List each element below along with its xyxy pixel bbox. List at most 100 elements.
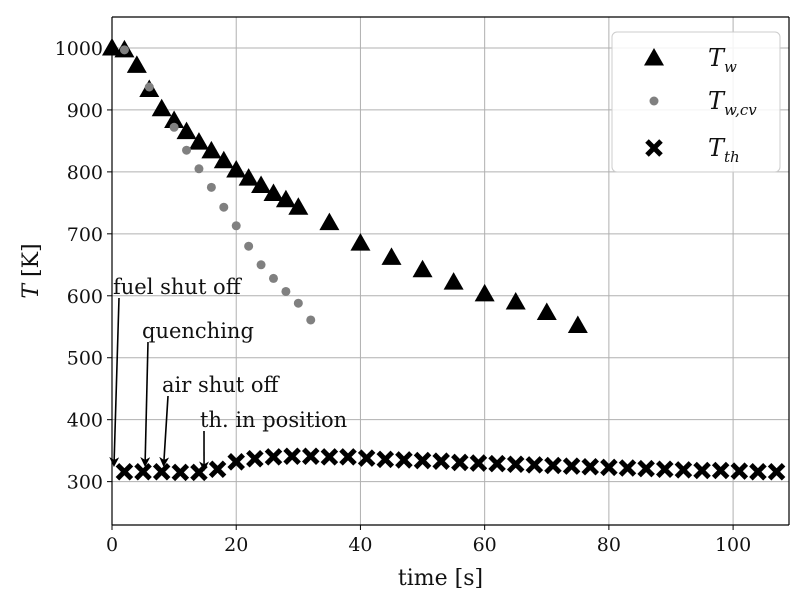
data-point [767,462,786,481]
data-point [339,448,357,466]
data-point [319,212,340,231]
legend-entry: Tw [644,44,737,76]
data-point [226,160,247,178]
data-point [213,150,234,169]
series-triangle [102,37,588,334]
data-point [246,449,264,468]
annotation-arrow [159,395,170,468]
data-point [169,122,179,132]
legend-box [611,31,781,173]
annotation-arrow [140,341,151,468]
legend-label: Tth [708,134,740,166]
data-point [674,461,693,479]
y-tick-label: 600 [67,286,103,308]
y-tick-label: 1000 [55,38,103,60]
data-point [749,462,767,481]
annotation-layer: fuel shut off quenching air shut off th. in… [109,275,347,472]
data-point [251,175,272,194]
data-point [182,145,192,155]
data-point [288,197,309,215]
data-point [469,454,488,472]
y-tick-label: 300 [67,472,103,494]
legend-entry: Tth [645,134,740,166]
data-point [201,140,222,159]
series-circle [119,45,316,325]
data-point [637,459,655,478]
data-point [227,453,245,471]
data-point [562,457,581,475]
data-point [171,463,190,482]
data-point [376,450,395,469]
data-point [320,448,339,466]
data-point [194,164,204,174]
data-point [119,45,129,55]
data-point [164,110,185,128]
data-point [293,298,303,308]
data-point [395,451,413,469]
legend: Tw Tw,cv Tth [611,31,781,173]
annotation-text: quenching [142,319,254,343]
data-point [281,286,291,296]
data-point [693,461,711,480]
data-point [126,55,147,73]
data-point [413,451,432,470]
x-tick-label: 100 [715,534,751,556]
x-tick-label: 60 [473,534,497,556]
data-point [283,447,301,466]
data-point [581,457,600,476]
data-point [306,315,316,325]
annotation-text: fuel shut off [113,275,243,299]
data-point [488,454,506,473]
x-axis-label: time [s] [398,566,483,591]
annotation: air shut off [159,373,281,468]
data-point [474,283,495,302]
legend-label: Tw,cv [708,87,757,119]
data-point [238,168,259,186]
y-tick-label: 500 [67,348,103,370]
annotation: quenching [140,319,254,468]
y-axis-label: T [K] [19,243,44,298]
legend-entry: Tw,cv [649,87,757,119]
data-point [144,82,154,92]
data-point [208,460,227,479]
data-point [600,458,618,477]
data-point [525,456,544,474]
data-point [134,462,152,481]
x-tick-label: 80 [597,534,621,556]
data-point [115,462,134,481]
data-point [505,291,526,310]
data-point [536,302,557,321]
annotation-arrow [109,297,120,468]
data-point [275,189,296,208]
x-tick-label: 0 [106,534,118,556]
annotation-text: air shut off [162,373,281,397]
annotation: fuel shut off [109,275,243,468]
data-point [188,132,209,150]
data-point [567,315,588,334]
data-point [206,182,216,192]
y-tick-label: 800 [67,162,103,184]
data-point [432,452,450,470]
data-point [268,273,278,283]
x-tick-label: 20 [224,534,248,556]
data-point [730,462,749,480]
data-point [649,96,659,106]
data-point [711,461,730,480]
data-point [644,48,664,66]
data-point [264,448,283,466]
y-tick-label: 400 [67,410,103,432]
data-point [357,449,376,467]
data-point [544,456,562,475]
data-point [219,202,229,212]
data-layer [102,37,786,482]
data-point [176,121,197,140]
data-point [151,98,172,117]
legend-label: Tw [708,44,737,76]
data-point [244,241,254,251]
data-point [381,247,402,265]
data-point [256,260,266,270]
data-point [412,259,433,278]
annotation: th. in position [199,408,347,472]
